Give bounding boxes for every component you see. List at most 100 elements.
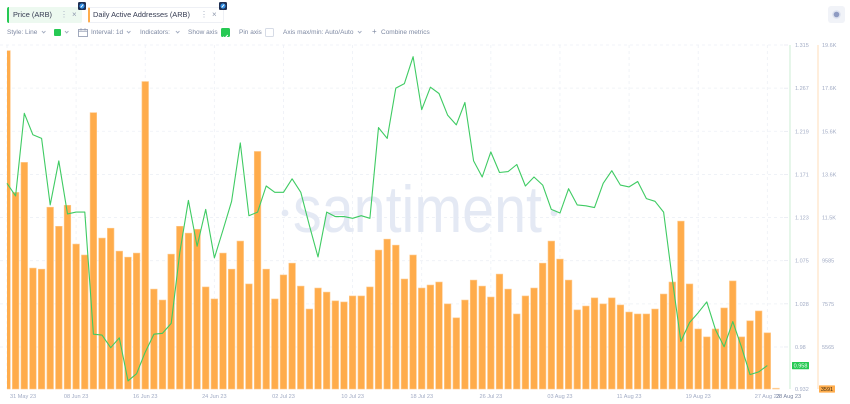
daa-axis-label: 7575	[822, 302, 834, 308]
daa-bar	[89, 112, 97, 390]
price-axis-label: 1.123	[795, 216, 809, 222]
price-axis-label: 1.315	[795, 43, 809, 49]
daa-bar	[98, 237, 106, 390]
daa-bar	[81, 254, 89, 390]
daa-axis-label: 5565	[822, 345, 834, 351]
daa-bar	[305, 308, 314, 390]
santiment-watermark: santiment	[281, 172, 558, 246]
daa-bar	[564, 279, 573, 390]
more-options-icon[interactable]: ⋮	[60, 10, 68, 19]
daa-bar	[556, 258, 564, 390]
price-axis-label: 1.075	[795, 259, 809, 265]
daa-axis-label: 11.5K	[822, 216, 836, 222]
daa-bar	[452, 317, 460, 390]
daa-bar	[530, 287, 538, 390]
daa-bar	[711, 328, 720, 390]
daa-bar	[279, 274, 288, 390]
close-icon[interactable]: ×	[72, 10, 77, 19]
daa-bar	[461, 299, 469, 390]
price-axis-label: 1.267	[795, 86, 809, 92]
daa-bar	[124, 256, 132, 390]
daa-bar	[504, 288, 512, 390]
daa-bar	[409, 254, 417, 390]
price-axis-label: 1.028	[795, 302, 809, 308]
metric-chip-price[interactable]: Price (ARB) ⋮ ×	[7, 7, 82, 23]
plus-icon[interactable]: +	[372, 27, 377, 36]
daa-bar	[20, 162, 28, 390]
daa-current-value: 3591	[821, 387, 833, 393]
x-axis-date-label: 03 Aug 23	[547, 394, 572, 400]
daa-bar	[478, 285, 486, 390]
daa-bar	[219, 252, 227, 390]
daa-axis-label: 15.6K	[822, 129, 837, 135]
daa-bar	[314, 287, 322, 390]
daa-bar	[521, 295, 529, 390]
price-axis: 1.315 1.267 1.219 1.171 1.123 1.075 1.028 0.98 0…	[784, 43, 809, 393]
metric-chip-daily-active-addresses[interactable]: Daily Active Addresses (ARB) ⋮ ×	[88, 7, 224, 23]
daa-bar	[357, 295, 365, 390]
daa-axis-label: 13.6K	[822, 172, 837, 178]
axis-max-min-dropdown[interactable]: Axis max/min: Auto/Auto	[283, 29, 354, 36]
indicators-dropdown[interactable]: Indicators:	[140, 29, 170, 36]
daa-bar	[685, 283, 694, 390]
combine-metrics-button[interactable]: Combine metrics	[381, 29, 430, 36]
daa-axis-label: 9585	[822, 259, 834, 265]
daa-bar	[366, 286, 374, 390]
daa-bar	[55, 225, 63, 390]
daa-bar	[133, 252, 141, 390]
daa-bar	[694, 328, 702, 390]
daa-bar	[729, 280, 737, 390]
daa-bar	[763, 332, 771, 390]
daa-bar	[12, 192, 20, 390]
price-current-badge	[792, 362, 809, 370]
x-axis-date-label: 26 Jul 23	[479, 394, 502, 400]
more-options-icon[interactable]: ⋮	[200, 10, 208, 19]
daa-bar	[772, 387, 780, 390]
daa-bar	[245, 283, 253, 390]
daa-bar	[37, 268, 46, 390]
daa-bar	[141, 81, 149, 390]
color-swatch[interactable]	[54, 29, 61, 36]
daa-axis-label: 19.6K	[822, 43, 837, 49]
pin-axis-label: Pin axis	[239, 29, 262, 36]
daa-bar	[107, 227, 115, 390]
daa-bar	[228, 268, 236, 390]
pin-axis-checkbox[interactable]	[265, 28, 274, 37]
daa-bar	[435, 281, 443, 390]
style-dropdown[interactable]: Style: Line	[7, 29, 38, 36]
daa-axis-label: 17.6K	[822, 86, 837, 92]
widget-options-button[interactable]	[828, 6, 845, 23]
daa-bar	[418, 287, 426, 390]
daa-bar	[582, 305, 590, 390]
daa-bar	[469, 279, 478, 390]
daa-bar	[651, 308, 659, 390]
calendar-icon	[78, 28, 88, 37]
daa-bar	[7, 50, 11, 390]
daa-bar	[383, 238, 391, 390]
daa-bar	[599, 303, 607, 390]
checkmark-icon	[222, 34, 229, 39]
price-axis-label: 1.219	[795, 129, 809, 135]
daa-bar	[703, 336, 711, 390]
daa-bar	[608, 297, 616, 390]
price-current-value: 0.958	[794, 364, 808, 370]
daa-bar	[115, 250, 123, 390]
daa-bar	[392, 244, 400, 390]
daa-bar	[253, 151, 262, 390]
x-axis-date-label: 24 Jun 23	[202, 394, 227, 400]
daa-bar	[271, 298, 279, 390]
daa-bar	[202, 286, 210, 390]
daa-bar	[642, 313, 650, 390]
close-icon[interactable]: ×	[212, 10, 217, 19]
daa-bar	[547, 240, 555, 390]
show-axis-label: Show axis	[188, 29, 218, 36]
x-axis-date-label: 02 Jul 23	[272, 394, 295, 400]
daa-bar	[660, 293, 668, 390]
daa-axis: 19.6K 17.6K 15.6K 13.6K 11.5K 9585 7575 5565 359…	[817, 43, 837, 393]
daa-bar	[616, 304, 625, 390]
daa-bar	[426, 284, 434, 390]
show-axis-checkbox[interactable]	[221, 28, 230, 39]
interval-dropdown[interactable]: Interval: 1d	[91, 29, 124, 36]
daa-bar	[63, 204, 72, 390]
